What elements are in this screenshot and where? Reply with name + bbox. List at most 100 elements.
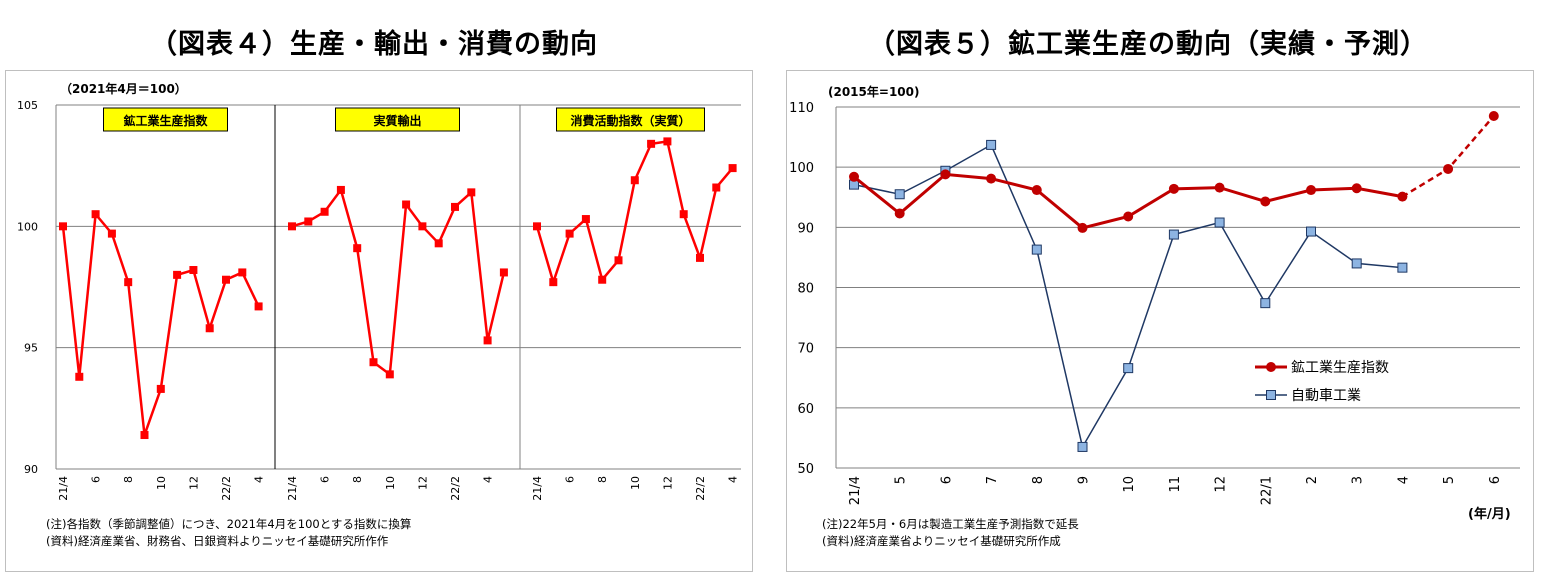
x-tick-label: 5: [894, 476, 909, 484]
data-point: [1397, 191, 1408, 202]
data-point: [140, 431, 149, 440]
x-tick-label: 22/1: [1259, 476, 1274, 505]
x-tick-label: 6: [90, 476, 103, 483]
note-text: (資料)経済産業省、財務省、日銀資料よりニッセイ基礎研究所作作: [46, 534, 389, 548]
series-line-forecast: [1401, 115, 1495, 198]
x-tick-label: 12: [661, 476, 674, 490]
chart-left-frame: [5, 70, 753, 572]
data-point: [91, 210, 100, 219]
data-point: [1123, 211, 1134, 222]
data-point: [222, 275, 230, 284]
x-tick-label: 7: [985, 476, 1000, 484]
x-tick-label: 22/2: [694, 476, 707, 501]
data-point: [728, 164, 737, 173]
data-point: [320, 207, 329, 216]
data-point: [1397, 262, 1408, 273]
data-point: [385, 370, 394, 379]
panel-label-box: [103, 107, 228, 132]
unit-label: （2021年4月＝100）: [60, 81, 187, 96]
x-tick-label: 4: [727, 476, 740, 483]
data-point: [1214, 182, 1225, 193]
x-tick-label: 22/2: [220, 476, 233, 501]
legend-label: 鉱工業生産指数: [1291, 359, 1389, 376]
data-point: [205, 324, 214, 333]
note-text: (資料)経済産業省よりニッセイ基礎研究所作成: [822, 534, 1061, 548]
data-point: [894, 208, 905, 219]
y-tick-label: 110: [789, 101, 814, 116]
data-point: [238, 268, 247, 277]
y-tick-label: 105: [17, 99, 38, 112]
data-point: [254, 302, 263, 311]
x-tick-label: 8: [122, 476, 135, 483]
x-tick-label: 6: [319, 476, 332, 483]
x-tick-label: 10: [155, 476, 168, 490]
data-point: [614, 256, 623, 265]
x-tick-label: 4: [482, 476, 495, 483]
data-point: [696, 253, 704, 262]
data-point: [1306, 185, 1316, 196]
data-point: [712, 183, 721, 192]
legend-marker: [1266, 390, 1276, 400]
x-tick-label: 10: [384, 476, 397, 490]
panel-label: 鉱工業生産指数: [123, 113, 208, 128]
data-point: [434, 239, 443, 248]
data-point: [679, 210, 688, 219]
x-tick-label: 6: [1488, 476, 1503, 484]
data-point: [894, 189, 905, 200]
x-tick-label: 12: [1214, 476, 1229, 493]
panel-label-box: [556, 107, 705, 132]
data-point: [630, 176, 639, 185]
x-tick-label: 10: [629, 476, 642, 490]
x-tick-label: 8: [351, 476, 364, 483]
x-axis-label: (年/月): [1468, 506, 1511, 522]
note-text: (注)22年5月・6月は製造工業生産予測指数で延長: [822, 517, 1079, 531]
data-point: [1168, 229, 1179, 240]
data-point: [986, 173, 997, 184]
data-point: [986, 139, 997, 150]
series-line: [291, 187, 506, 377]
x-tick-label: 9: [1077, 476, 1092, 484]
x-tick-label: 8: [596, 476, 609, 483]
x-tick-label: 21/4: [286, 476, 299, 501]
x-tick-label: 10: [1122, 476, 1137, 493]
data-point: [483, 336, 492, 345]
data-point: [1077, 441, 1088, 452]
x-tick-label: 8: [1031, 476, 1046, 484]
y-tick-label: 100: [789, 161, 814, 176]
data-point: [663, 137, 672, 146]
chart-title-right: （図表５）鉱工業生産の動向（実績・予測）: [868, 29, 1428, 60]
y-tick-label: 50: [797, 462, 814, 477]
data-point: [1031, 244, 1042, 255]
legend-label: 自動車工業: [1291, 387, 1361, 404]
x-tick-label: 6: [564, 476, 577, 483]
data-point: [1168, 183, 1179, 194]
data-point: [1077, 222, 1088, 233]
x-tick-label: 4: [1396, 476, 1411, 484]
data-point: [173, 270, 182, 279]
x-tick-label: 21/4: [848, 476, 863, 505]
data-point: [598, 275, 607, 284]
x-tick-label: 11: [1168, 476, 1183, 493]
x-tick-label: 21/4: [531, 476, 544, 501]
x-tick-label: 21/4: [57, 476, 70, 501]
data-point: [1214, 217, 1225, 228]
x-tick-label: 2: [1305, 476, 1320, 484]
data-point: [402, 200, 411, 209]
x-tick-label: 22/2: [449, 476, 462, 501]
data-point: [189, 266, 198, 275]
data-point: [304, 217, 313, 226]
data-point: [1260, 298, 1271, 309]
x-tick-label: 5: [1442, 476, 1457, 484]
data-point: [849, 171, 859, 182]
data-point: [288, 222, 296, 231]
data-point: [533, 222, 541, 231]
y-tick-label: 100: [17, 220, 38, 233]
data-point: [369, 358, 378, 367]
y-tick-label: 60: [797, 402, 814, 417]
data-point: [59, 222, 67, 231]
panel-label: 消費活動指数（実質）: [570, 113, 690, 128]
y-tick-label: 90: [797, 221, 814, 236]
data-point: [75, 372, 84, 381]
panel-label-box: [335, 107, 460, 132]
data-point: [1123, 363, 1134, 374]
